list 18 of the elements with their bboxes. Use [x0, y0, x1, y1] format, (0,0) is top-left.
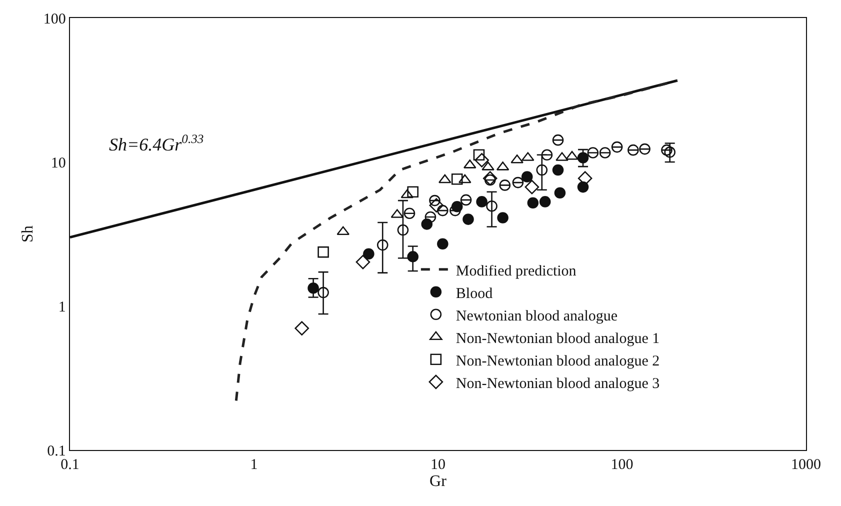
legend-label: Modified prediction [456, 263, 577, 280]
x-tick-label: 0.1 [60, 457, 80, 474]
legend-label: Non-Newtonian blood analogue 1 [456, 330, 660, 347]
legend-label: Non-Newtonian blood analogue 2 [456, 353, 660, 370]
x-tick-label: 10 [430, 457, 446, 474]
legend-label: Blood [456, 286, 494, 302]
legend-label: Non-Newtonian blood analogue 3 [456, 376, 660, 392]
y-tick-label: 0.1 [47, 443, 66, 460]
x-tick-label: 1000 [791, 457, 821, 474]
annotation: Sh=6.4Gr$^{0.33}$ [109, 132, 204, 155]
x-axis-title: Gr [430, 473, 448, 490]
x-tick-label: 100 [610, 457, 634, 474]
y-tick-label: 100 [43, 11, 66, 28]
y-axis-title: Sh [19, 226, 36, 242]
legend-label: Newtonian blood analogue [456, 308, 618, 324]
y-tick-label: 10 [50, 155, 66, 172]
x-tick-label: 1 [250, 457, 258, 474]
y-tick-label: 1 [58, 299, 66, 316]
